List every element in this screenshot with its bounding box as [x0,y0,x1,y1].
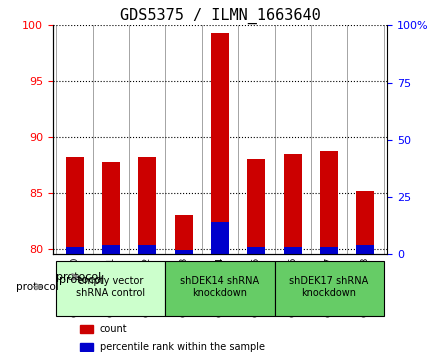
Bar [211,222,229,254]
Bar [66,157,84,254]
Text: shDEK17 shRNA
knockdown: shDEK17 shRNA knockdown [290,276,369,298]
Bar [356,245,374,254]
Text: protocol: protocol [56,272,101,282]
Bar [138,245,156,254]
FancyBboxPatch shape [165,261,275,316]
Text: shDEK14 shRNA
knockdown: shDEK14 shRNA knockdown [180,276,260,298]
Text: count: count [99,324,127,334]
Bar [175,215,193,254]
Bar [284,154,302,254]
Bar [102,162,120,254]
Text: protocol: protocol [59,275,105,285]
Bar [80,325,93,333]
Bar [320,151,338,254]
Bar [356,191,374,254]
Text: protocol: protocol [16,282,59,292]
Bar [320,247,338,254]
Bar [102,245,120,254]
Bar [66,247,84,254]
Bar [284,247,302,254]
Bar [247,159,265,254]
Text: empty vector
shRNA control: empty vector shRNA control [77,276,146,298]
Bar [80,343,93,351]
FancyBboxPatch shape [275,261,384,316]
Bar [247,247,265,254]
FancyBboxPatch shape [56,261,165,316]
Bar [175,249,193,254]
Bar [138,157,156,254]
Title: GDS5375 / ILMN_1663640: GDS5375 / ILMN_1663640 [120,8,320,24]
Text: percentile rank within the sample: percentile rank within the sample [99,342,264,352]
Bar [211,33,229,254]
